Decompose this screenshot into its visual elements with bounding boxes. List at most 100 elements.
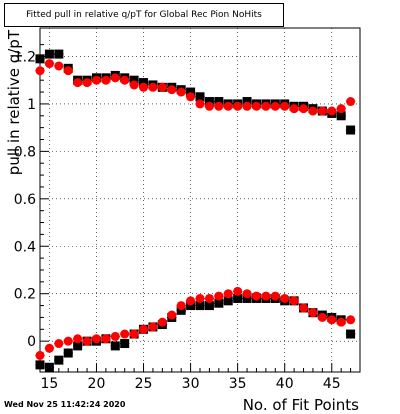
circle-marker bbox=[176, 301, 186, 311]
x-tick-label: 15 bbox=[40, 376, 58, 392]
circle-marker bbox=[251, 101, 261, 111]
circle-marker bbox=[148, 322, 158, 332]
circle-marker bbox=[139, 324, 149, 334]
circle-marker bbox=[82, 78, 92, 88]
square-marker bbox=[44, 49, 54, 59]
circle-marker bbox=[63, 336, 73, 346]
circle-marker bbox=[129, 329, 139, 339]
circle-marker bbox=[223, 289, 233, 299]
circle-marker bbox=[346, 97, 356, 107]
square-marker bbox=[204, 97, 214, 107]
square-marker bbox=[73, 341, 83, 351]
y-tick-label: 0 bbox=[27, 334, 36, 350]
circle-marker bbox=[251, 291, 261, 301]
circle-marker bbox=[120, 329, 130, 339]
square-marker bbox=[214, 298, 224, 308]
square-marker bbox=[120, 339, 130, 349]
circle-marker bbox=[308, 106, 318, 116]
square-marker bbox=[242, 293, 252, 303]
circle-marker bbox=[242, 289, 252, 299]
square-marker bbox=[346, 125, 356, 135]
square-marker bbox=[35, 360, 45, 370]
circle-marker bbox=[73, 78, 83, 88]
chart-title: Fitted pull in relative q/pT for Global … bbox=[4, 3, 284, 27]
square-marker bbox=[63, 348, 73, 358]
circle-marker bbox=[336, 104, 346, 114]
circle-marker bbox=[336, 317, 346, 327]
circle-marker bbox=[195, 293, 205, 303]
circle-marker bbox=[346, 315, 356, 325]
circle-marker bbox=[261, 101, 271, 111]
circle-marker bbox=[110, 73, 120, 83]
x-tick-label: 35 bbox=[229, 376, 247, 392]
circle-marker bbox=[110, 331, 120, 341]
circle-marker bbox=[139, 82, 149, 92]
circle-marker bbox=[317, 106, 327, 116]
square-marker bbox=[44, 362, 54, 372]
plot-frame bbox=[39, 27, 361, 373]
square-marker bbox=[54, 49, 64, 59]
circle-marker bbox=[270, 101, 280, 111]
circle-marker bbox=[204, 293, 214, 303]
circle-marker bbox=[63, 66, 73, 76]
square-marker bbox=[110, 341, 120, 351]
square-marker bbox=[195, 92, 205, 102]
x-tick-label: 30 bbox=[182, 376, 200, 392]
circle-marker bbox=[157, 82, 167, 92]
circle-marker bbox=[299, 303, 309, 313]
circle-marker bbox=[280, 101, 290, 111]
circle-marker bbox=[44, 59, 54, 69]
circle-marker bbox=[233, 286, 243, 296]
square-marker bbox=[176, 305, 186, 315]
square-marker bbox=[346, 329, 356, 339]
circle-marker bbox=[270, 291, 280, 301]
circle-marker bbox=[233, 101, 243, 111]
square-marker bbox=[35, 54, 45, 64]
x-tick-label: 20 bbox=[88, 376, 106, 392]
y-tick-label: 1.2 bbox=[14, 49, 36, 65]
y-tick-label: 0.2 bbox=[14, 287, 36, 303]
square-marker bbox=[186, 87, 196, 97]
circle-marker bbox=[44, 343, 54, 353]
tick-labels: 15 20 25 30 35 40 45 0 0.2 0.4 0.6 0.8 1 1.2 bbox=[14, 49, 341, 392]
circle-marker bbox=[186, 92, 196, 102]
circle-marker bbox=[261, 291, 271, 301]
square-marker bbox=[54, 355, 64, 365]
square-marker bbox=[139, 78, 149, 88]
circle-marker bbox=[91, 75, 101, 85]
y-axis-label: pull in relative q/pT bbox=[5, 29, 23, 175]
circle-marker bbox=[54, 339, 64, 349]
square-marker bbox=[223, 296, 233, 306]
square-marker bbox=[195, 301, 205, 311]
circle-marker bbox=[91, 334, 101, 344]
circle-marker bbox=[176, 87, 186, 97]
circle-marker bbox=[167, 310, 177, 320]
circle-marker bbox=[101, 334, 111, 344]
circle-marker bbox=[299, 104, 309, 114]
circle-marker bbox=[120, 75, 130, 85]
circle-marker bbox=[73, 334, 83, 344]
circle-marker bbox=[280, 293, 290, 303]
circle-marker bbox=[35, 66, 45, 76]
square-marker bbox=[204, 301, 214, 311]
square-marker bbox=[242, 97, 252, 107]
circle-marker bbox=[82, 336, 92, 346]
circle-marker bbox=[167, 85, 177, 95]
y-tick-label: 0.8 bbox=[14, 144, 36, 160]
x-tick-label: 40 bbox=[276, 376, 294, 392]
circle-marker bbox=[35, 350, 45, 360]
circle-marker bbox=[317, 312, 327, 322]
circle-marker bbox=[242, 101, 252, 111]
circle-marker bbox=[327, 106, 337, 116]
circle-marker bbox=[214, 101, 224, 111]
y-tick-label: 0.6 bbox=[14, 192, 36, 208]
square-marker bbox=[336, 111, 346, 121]
square-marker bbox=[129, 75, 139, 85]
circle-marker bbox=[327, 315, 337, 325]
square-marker bbox=[233, 293, 243, 303]
x-axis-label: No. of Fit Points bbox=[243, 396, 359, 414]
x-tick-label: 45 bbox=[323, 376, 341, 392]
y-tick-label: 1 bbox=[27, 97, 36, 113]
circle-marker bbox=[186, 296, 196, 306]
